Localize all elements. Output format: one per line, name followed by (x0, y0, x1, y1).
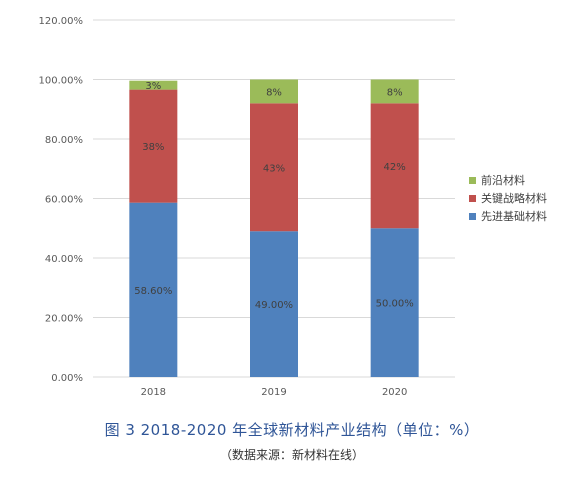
data-label: 8% (266, 87, 282, 98)
y-axis-ticks: 0.00% 20.00% 40.00% 60.00% 80.00% 100.00% 120.… (39, 16, 84, 384)
data-labels: 58.60% 38% 3% 49.00% 43% 8% 50.00% 42% 8% (134, 81, 413, 311)
figure-caption: 图 3 2018-2020 年全球新材料产业结构（单位：%） (104, 421, 480, 439)
x-tick-label: 2020 (382, 387, 407, 398)
legend-label: 关键战略材料 (481, 191, 547, 205)
legend-swatch (469, 213, 476, 220)
y-tick-label: 100.00% (39, 76, 84, 87)
y-tick-label: 20.00% (45, 314, 83, 325)
y-tick-label: 60.00% (45, 195, 83, 206)
x-tick-label: 2018 (141, 387, 166, 398)
bar-segment (129, 202, 178, 377)
x-axis-ticks: 2018 2019 2020 (141, 387, 408, 398)
bar-segment (129, 89, 178, 203)
bar-segment (250, 79, 298, 104)
bar-segment (129, 80, 178, 90)
data-label: 49.00% (255, 300, 293, 311)
bar-segment (250, 103, 298, 232)
y-tick-label: 40.00% (45, 254, 83, 265)
y-tick-label: 0.00% (51, 373, 83, 384)
bars (129, 79, 419, 377)
legend-label: 前沿材料 (481, 173, 525, 187)
legend-label: 先进基础材料 (481, 209, 547, 223)
y-tick-label: 80.00% (45, 135, 83, 146)
data-label: 38% (142, 142, 164, 153)
legend-swatch (469, 195, 476, 202)
bar-segment (370, 228, 419, 377)
bar-segment (370, 103, 419, 229)
stacked-bar-chart: 0.00% 20.00% 40.00% 60.00% 80.00% 100.00% 120.… (39, 16, 548, 398)
data-label: 43% (263, 163, 285, 174)
data-label: 58.60% (134, 286, 172, 297)
data-label: 42% (384, 162, 406, 173)
data-label: 3% (145, 81, 161, 92)
y-tick-label: 120.00% (39, 16, 84, 27)
data-label: 50.00% (376, 299, 414, 310)
bar-segment (370, 79, 419, 104)
bar-segment (250, 231, 298, 377)
data-label: 8% (387, 87, 403, 98)
x-tick-label: 2019 (261, 387, 286, 398)
data-source-note: （数据来源：新材料在线） (219, 448, 364, 462)
legend-swatch (469, 177, 476, 184)
